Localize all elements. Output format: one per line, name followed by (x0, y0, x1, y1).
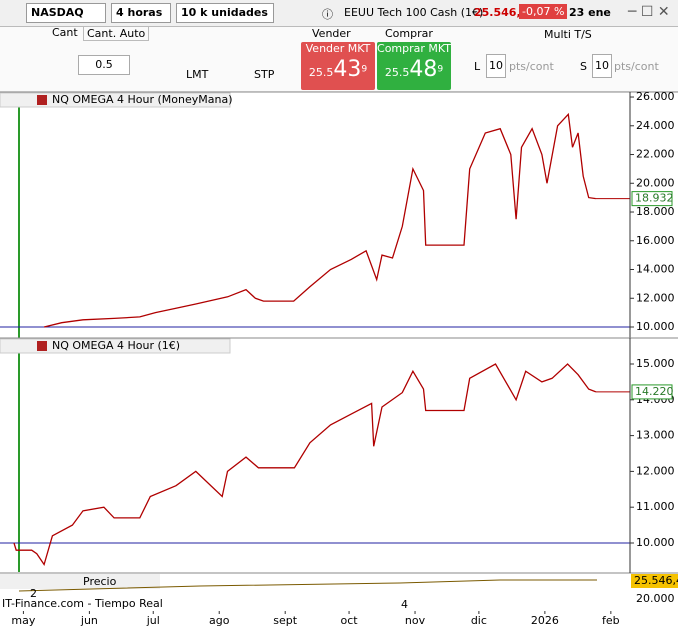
last-value-label: 14.220 (635, 385, 674, 398)
limit-button[interactable]: LMT (186, 68, 209, 81)
change: -0,07 % (519, 4, 568, 19)
panel-title: NQ OMEGA 4 Hour (MoneyMana) (52, 93, 233, 106)
price: 25.546,4 (474, 6, 529, 19)
y-tick-label: 12.000 (636, 291, 675, 304)
timeframe-select[interactable]: 4 horas (111, 3, 171, 23)
x-tick-label: sept (273, 614, 297, 627)
panel-title: NQ OMEGA 4 Hour (1€) (52, 339, 180, 352)
price-label: 25.546,4 (634, 574, 678, 587)
buy-header: Comprar (385, 27, 433, 40)
sell-button[interactable]: Vender MKT 25.5439 (301, 42, 375, 90)
market-select[interactable]: NASDAQ (26, 3, 106, 23)
footer: IT-Finance.com - Tiempo Real (2, 597, 163, 610)
y-tick-label: 16.000 (636, 234, 675, 247)
sell-label: Vender MKT (305, 42, 371, 55)
x-tick-label: 2026 (531, 614, 559, 627)
window-controls[interactable]: ─ ☐ ✕ (628, 4, 670, 20)
qty-input[interactable]: 0.5 (78, 55, 130, 75)
sell-big: 25.5 (308, 66, 334, 79)
stop-button[interactable]: STP (254, 68, 275, 81)
x-tick-label: jun (80, 614, 98, 627)
y-tick-label: 20.000 (636, 176, 675, 189)
buy-big: 25.5 (384, 66, 410, 79)
stop-label[interactable]: S (580, 60, 587, 73)
price-tag (631, 574, 678, 588)
x-tick-label: may (11, 614, 35, 627)
y-tick-label: 10.000 (636, 536, 675, 549)
x-tick-label: oct (341, 614, 359, 627)
marker-label: 4 (401, 598, 408, 611)
x-tick-label: ago (209, 614, 230, 627)
buy-button[interactable]: Comprar MKT 25.5489 (377, 42, 451, 90)
marker-label: 2 (30, 587, 37, 600)
panel-color (37, 341, 47, 351)
buy-fraction: 9 (437, 63, 444, 75)
sell-header: Vender (312, 27, 351, 40)
y-tick-label: 14.000 (636, 263, 675, 276)
units-select[interactable]: 10 k unidades (176, 3, 274, 23)
y-tick-label: 22.000 (636, 148, 675, 161)
stop-input[interactable]: 10 (592, 54, 612, 78)
limit-input[interactable]: 10 (486, 54, 506, 78)
price-tick: 20.000 (636, 592, 675, 605)
y-tick-label: 11.000 (636, 500, 675, 513)
limit-label[interactable]: L (474, 60, 481, 73)
multi-ts[interactable]: Multi T/S (544, 28, 592, 41)
y-tick-label: 26.000 (636, 92, 675, 103)
y-tick-label: 18.000 (636, 205, 675, 218)
stop-unit: pts/cont (614, 60, 659, 73)
x-tick-label: nov (405, 614, 426, 627)
instrument-name: EEUU Tech 100 Cash (1€) (344, 6, 484, 19)
equity-line (43, 112, 596, 328)
y-tick-label: 15.000 (636, 357, 675, 370)
auto-tab[interactable]: Cant. Auto (83, 26, 150, 41)
y-tick-label: 24.000 (636, 119, 675, 132)
price-header (0, 574, 160, 589)
panel-header (0, 338, 231, 354)
instrument: ⓘ (322, 8, 333, 21)
x-tick-label: jul (146, 614, 160, 627)
last-tag (631, 384, 673, 400)
buy-label: Comprar MKT (377, 42, 451, 55)
equity-line (13, 363, 597, 567)
sell-pips: 43 (333, 57, 362, 82)
y-tick-label: 12.000 (636, 464, 675, 477)
qty-tab[interactable]: Cant (52, 26, 78, 39)
charts: Precio 25.546,4 20.000 2 4 IT-Finance.co… (0, 92, 678, 627)
x-tick-label: feb (602, 614, 620, 627)
last-tag (631, 191, 673, 207)
order-panel: Cant Cant. Auto 0.5 LMT STP Vender Compr… (0, 26, 678, 92)
toolbar: NASDAQ 4 horas 10 k unidades ⓘ EEUU Tech… (0, 0, 678, 27)
x-tick-label: dic (471, 614, 487, 627)
sell-fraction: 9 (361, 63, 368, 75)
last-value-label: 18.932 (635, 192, 674, 205)
panel-color (37, 95, 47, 105)
panel-header (0, 92, 231, 108)
date: 23 ene (569, 6, 611, 19)
price-line (18, 579, 597, 592)
buy-pips: 48 (409, 57, 438, 82)
limit-unit: pts/cont (509, 60, 554, 73)
y-tick-label: 13.000 (636, 429, 675, 442)
y-tick-label: 10.000 (636, 320, 675, 333)
price-title: Precio (83, 575, 117, 588)
